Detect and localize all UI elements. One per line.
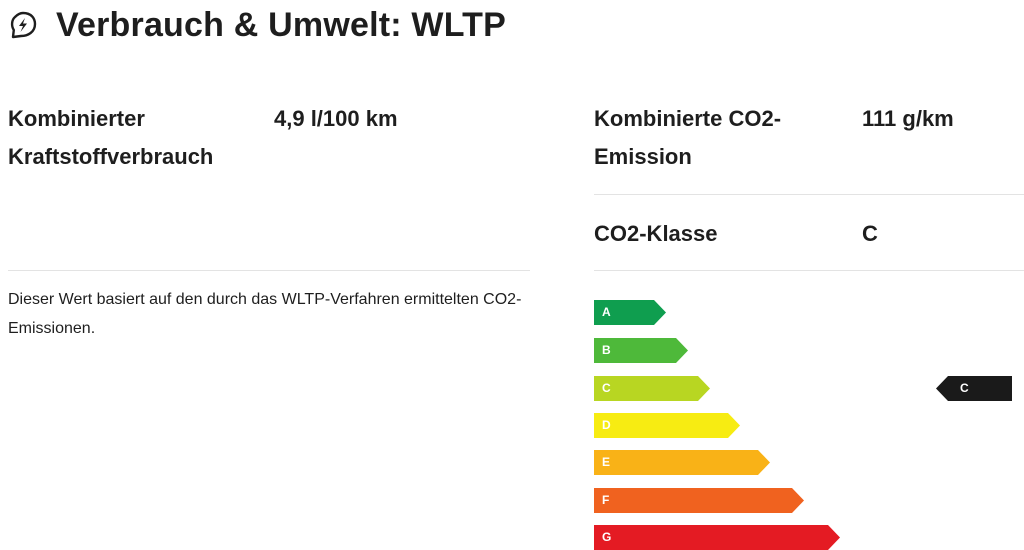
efficiency-bar-letter: C — [602, 381, 611, 395]
selected-class-letter: C — [960, 381, 969, 395]
divider-right-2 — [594, 270, 1024, 271]
fuel-consumption-value: 4,9 l/100 km — [274, 106, 398, 131]
co2-emission-value: 111 g/km — [862, 106, 954, 131]
efficiency-bar-letter: G — [602, 530, 612, 544]
efficiency-bar-b: B — [594, 338, 688, 363]
divider-right-1 — [594, 194, 1024, 195]
efficiency-bar-letter: B — [602, 343, 611, 357]
co2-class-label: CO2-Klasse — [594, 221, 718, 246]
efficiency-bar-letter: A — [602, 305, 611, 319]
efficiency-bar-letter: E — [602, 455, 611, 469]
efficiency-bar-a: A — [594, 300, 666, 325]
co2-emission-label: Kombinierte CO2- Emission — [594, 106, 782, 169]
selected-class-marker: C — [936, 376, 1012, 401]
page-title: Verbrauch & Umwelt: WLTP — [56, 5, 507, 44]
marker-arrow-shape — [936, 376, 1012, 401]
efficiency-bar-letter: D — [602, 418, 611, 432]
efficiency-bar-f: F — [594, 488, 804, 513]
efficiency-bar-g: G — [594, 525, 840, 550]
section-header: Verbrauch & Umwelt: WLTP — [8, 0, 506, 50]
efficiency-bar-c: C — [594, 376, 710, 401]
co2-class-value: C — [862, 221, 878, 246]
efficiency-bar-d: D — [594, 413, 740, 438]
leaf-bolt-icon — [8, 8, 42, 42]
efficiency-bar-e: E — [594, 450, 770, 475]
fuel-consumption-label: Kombinierter Kraftstoffverbrauch — [8, 106, 214, 169]
divider-left — [8, 270, 530, 271]
efficiency-bar-letter: F — [602, 493, 610, 507]
wltp-note: Dieser Wert basiert auf den durch das WL… — [8, 291, 522, 337]
co2-efficiency-scale: C A B C D E F G — [594, 300, 1024, 550]
